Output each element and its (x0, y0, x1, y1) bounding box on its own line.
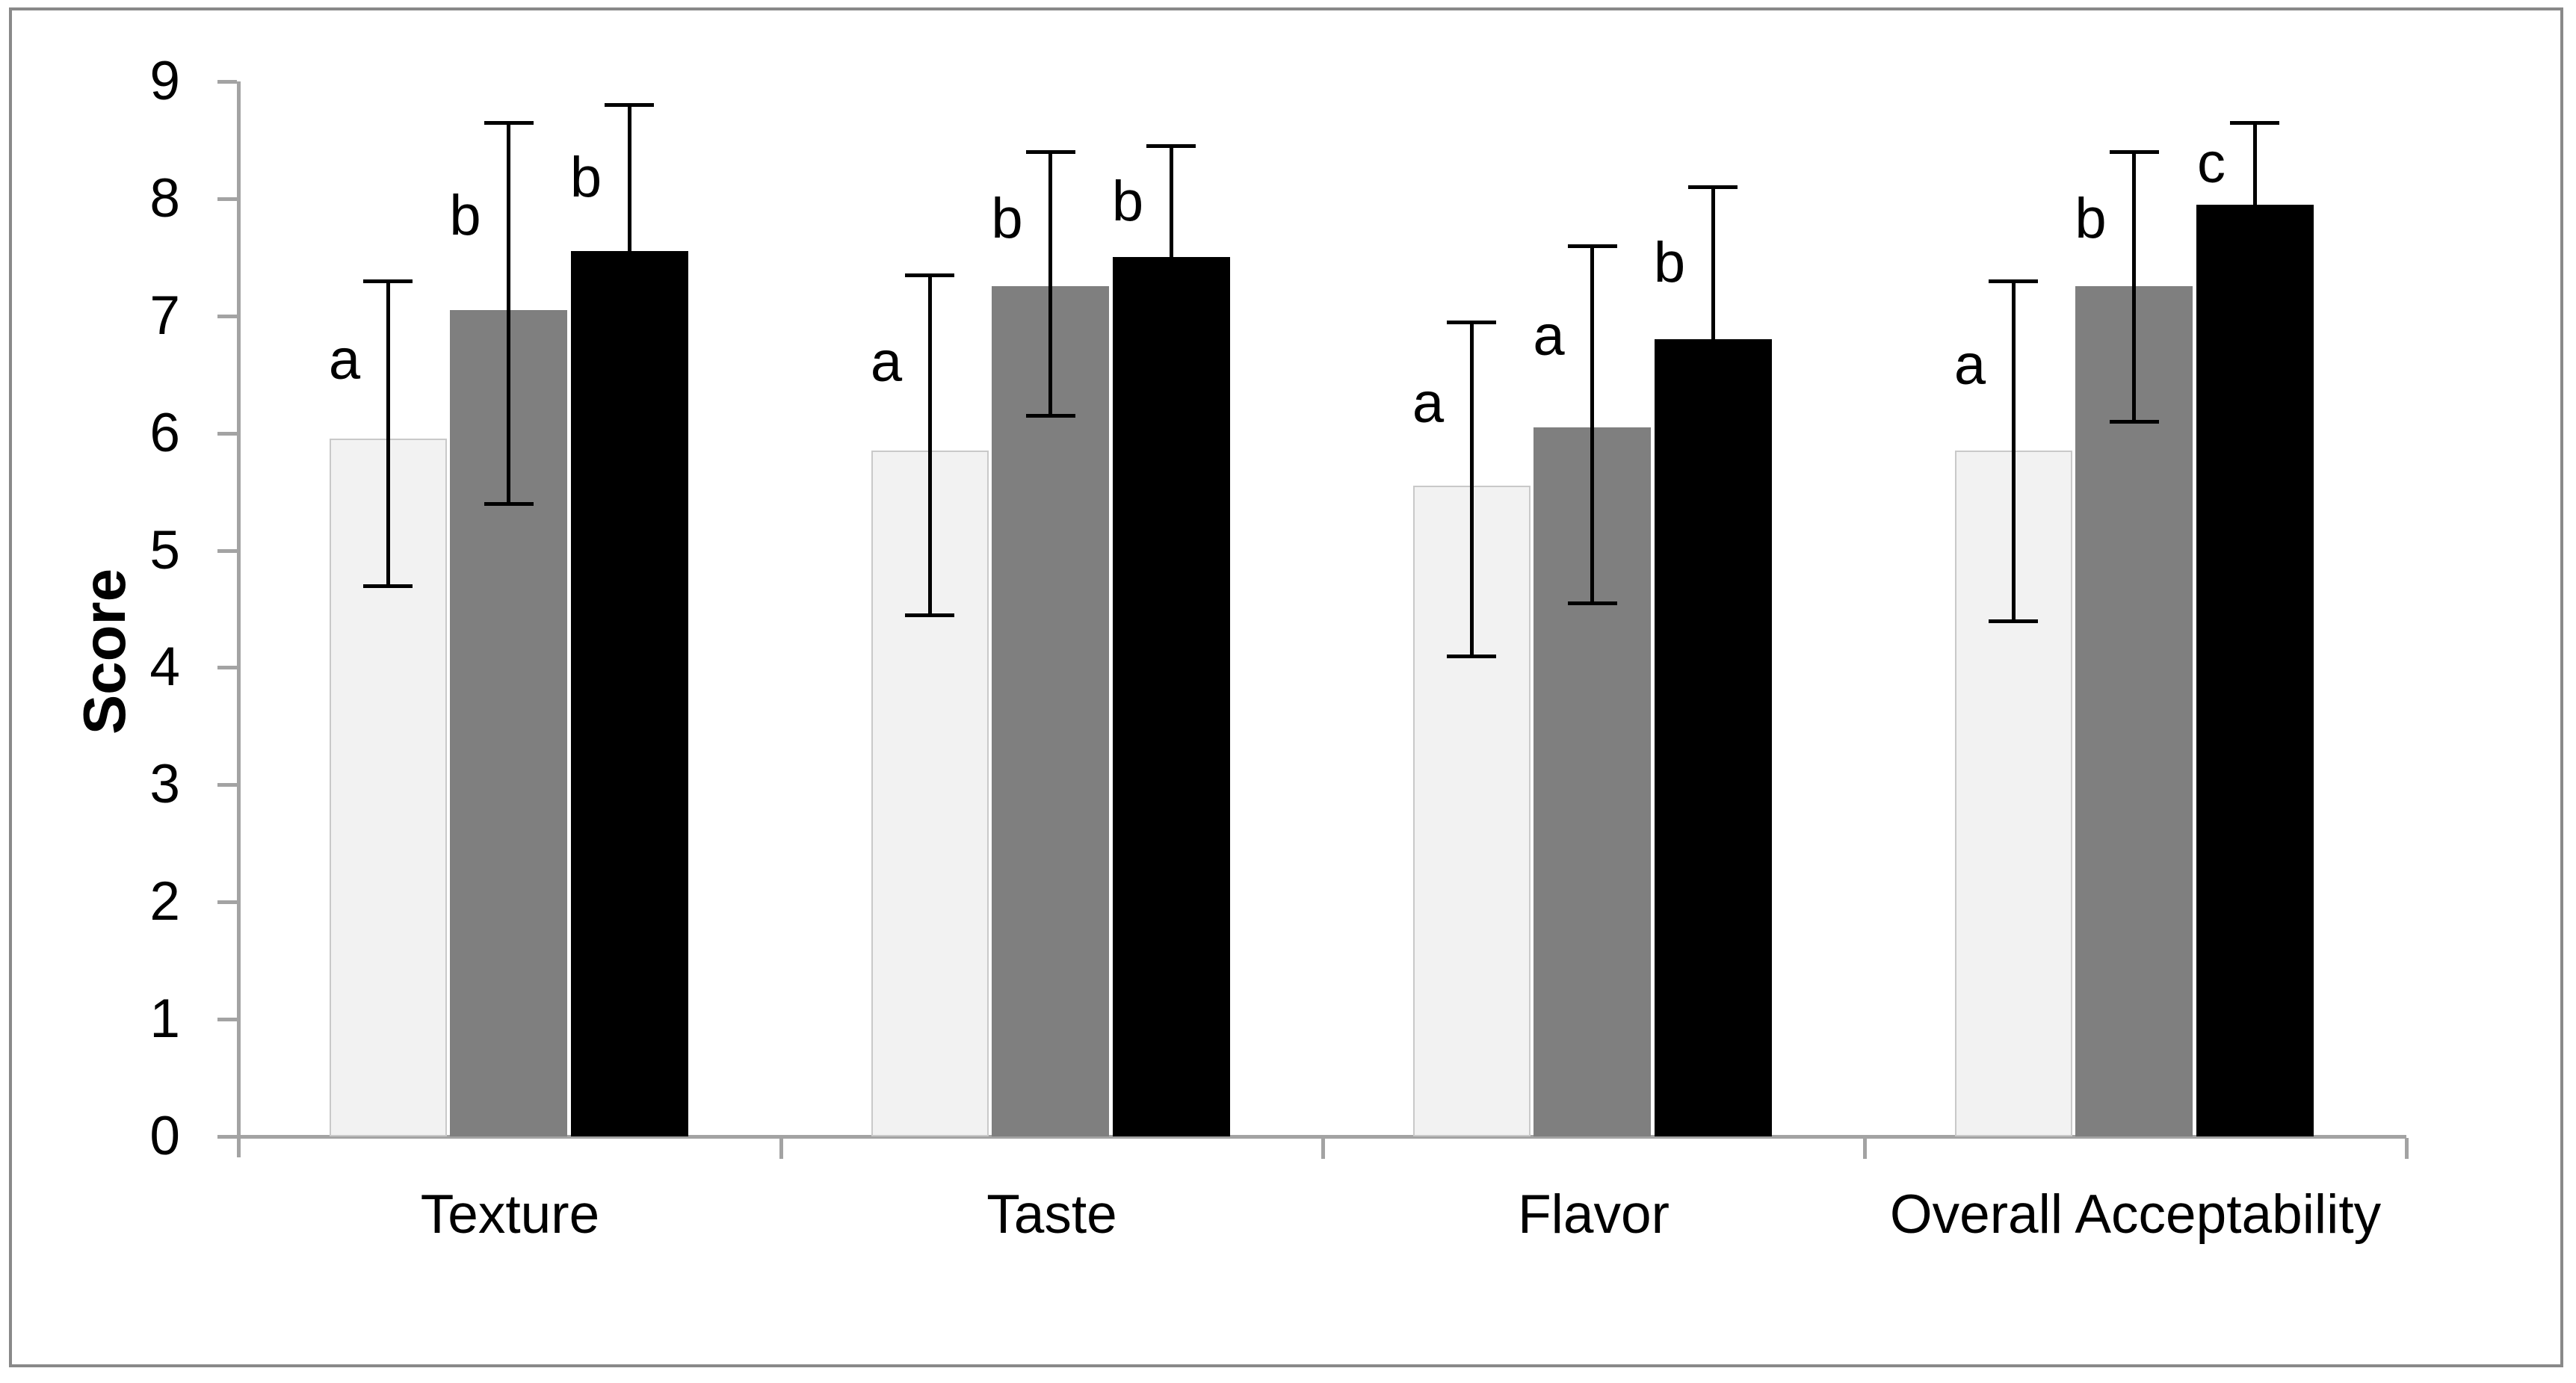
error-bar-cap-top-overall-acceptability-black-sample (2230, 120, 2279, 125)
error-bar-line-texture-black-sample (627, 105, 631, 252)
y-tick-label-8: 8 (149, 167, 180, 229)
error-bar-cap-bottom-overall-acceptability-medium-gray-sample (2109, 419, 2159, 424)
y-tick-3 (217, 783, 237, 788)
sig-letter-flavor-medium-gray-sample: a (1533, 304, 1565, 368)
error-bar-cap-top-texture-light-gray-sample (363, 279, 413, 283)
sig-letter-taste-medium-gray-sample: b (991, 187, 1023, 251)
sig-letter-overall-acceptability-light-gray-sample: a (1953, 333, 1986, 397)
sig-letter-flavor-black-sample: b (1653, 231, 1686, 295)
error-bar-cap-top-texture-black-sample (605, 103, 654, 108)
error-bar-cap-top-overall-acceptability-medium-gray-sample (2109, 150, 2159, 155)
sig-letter-overall-acceptability-black-sample: c (2197, 131, 2226, 195)
sig-letter-flavor-light-gray-sample: a (1412, 371, 1445, 436)
error-bar-cap-top-texture-medium-gray-sample (484, 120, 534, 125)
error-bar-line-overall-acceptability-light-gray-sample (2011, 280, 2016, 621)
error-bar-cap-bottom-texture-light-gray-sample (363, 584, 413, 588)
x-boundary-tick-1 (1321, 1138, 1325, 1159)
error-bar-cap-top-taste-medium-gray-sample (1025, 150, 1075, 155)
error-bar-line-taste-medium-gray-sample (1048, 152, 1052, 416)
sig-letter-taste-light-gray-sample: a (870, 330, 903, 395)
category-label-flavor: Flavor (1518, 1184, 1670, 1245)
figure-border (9, 7, 2563, 1367)
bar-overall-acceptability-medium-gray-sample (2075, 286, 2193, 1136)
error-bar-line-texture-medium-gray-sample (507, 122, 510, 504)
y-tick-7 (217, 314, 237, 318)
error-bar-cap-top-flavor-light-gray-sample (1447, 320, 1496, 324)
error-bar-line-taste-light-gray-sample (927, 274, 932, 615)
x-boundary-tick-0 (779, 1138, 783, 1159)
sig-letter-texture-light-gray-sample: a (328, 327, 361, 392)
error-bar-line-flavor-black-sample (1711, 187, 1715, 340)
y-tick-label-1: 1 (149, 988, 180, 1050)
error-bar-cap-bottom-overall-acceptability-light-gray-sample (1989, 619, 2038, 623)
sig-letter-texture-medium-gray-sample: b (449, 184, 481, 248)
error-bar-line-overall-acceptability-black-sample (2252, 122, 2257, 205)
sig-letter-overall-acceptability-medium-gray-sample: b (2075, 187, 2107, 251)
y-tick-0 (217, 1135, 237, 1139)
bar-texture-black-sample (570, 251, 688, 1136)
error-bar-line-flavor-medium-gray-sample (1590, 245, 1594, 604)
bar-overall-acceptability-black-sample (2196, 204, 2314, 1136)
y-tick-1 (217, 1018, 237, 1022)
y-tick-6 (217, 431, 237, 436)
y-tick-2 (217, 900, 237, 905)
error-bar-cap-top-overall-acceptability-light-gray-sample (1989, 279, 2038, 283)
y-tick-label-0: 0 (149, 1106, 180, 1166)
x-axis-line (237, 1135, 2406, 1139)
category-label-taste: Taste (986, 1184, 1117, 1245)
y-axis-line (237, 81, 241, 1157)
x-boundary-tick-2 (1863, 1138, 1867, 1159)
y-tick-label-9: 9 (149, 50, 180, 111)
error-bar-cap-bottom-taste-medium-gray-sample (1025, 414, 1075, 418)
category-label-overall-acceptability: Overall Acceptability (1889, 1184, 2382, 1245)
y-tick-label-4: 4 (149, 637, 180, 698)
y-tick-4 (217, 666, 237, 670)
bar-taste-medium-gray-sample (992, 286, 1109, 1136)
error-bar-cap-bottom-flavor-medium-gray-sample (1567, 601, 1617, 606)
y-tick-label-3: 3 (149, 754, 180, 815)
error-bar-line-flavor-light-gray-sample (1469, 321, 1474, 656)
sig-letter-texture-black-sample: b (569, 146, 602, 210)
bar-flavor-black-sample (1654, 339, 1772, 1136)
error-bar-line-taste-black-sample (1169, 146, 1173, 258)
error-bar-cap-top-flavor-medium-gray-sample (1567, 244, 1617, 248)
y-tick-5 (217, 548, 237, 553)
y-tick-label-2: 2 (149, 871, 180, 932)
y-tick-label-5: 5 (149, 519, 180, 581)
error-bar-cap-bottom-taste-light-gray-sample (905, 613, 954, 617)
error-bar-cap-top-taste-black-sample (1146, 144, 1196, 149)
bar-taste-black-sample (1112, 257, 1230, 1136)
error-bar-cap-bottom-flavor-light-gray-sample (1447, 654, 1496, 658)
y-tick-label-6: 6 (149, 402, 180, 463)
sig-letter-taste-black-sample: b (1111, 169, 1144, 233)
error-bar-cap-bottom-texture-medium-gray-sample (484, 501, 534, 506)
error-bar-cap-top-flavor-black-sample (1688, 185, 1738, 190)
y-tick-8 (217, 197, 237, 201)
x-boundary-tick-3 (2405, 1138, 2409, 1159)
error-bar-line-texture-light-gray-sample (386, 280, 390, 586)
y-tick-label-7: 7 (149, 285, 180, 346)
category-label-texture: Texture (420, 1184, 600, 1245)
error-bar-line-overall-acceptability-medium-gray-sample (2132, 152, 2136, 421)
y-tick-9 (217, 79, 237, 84)
error-bar-cap-top-taste-light-gray-sample (905, 273, 954, 277)
